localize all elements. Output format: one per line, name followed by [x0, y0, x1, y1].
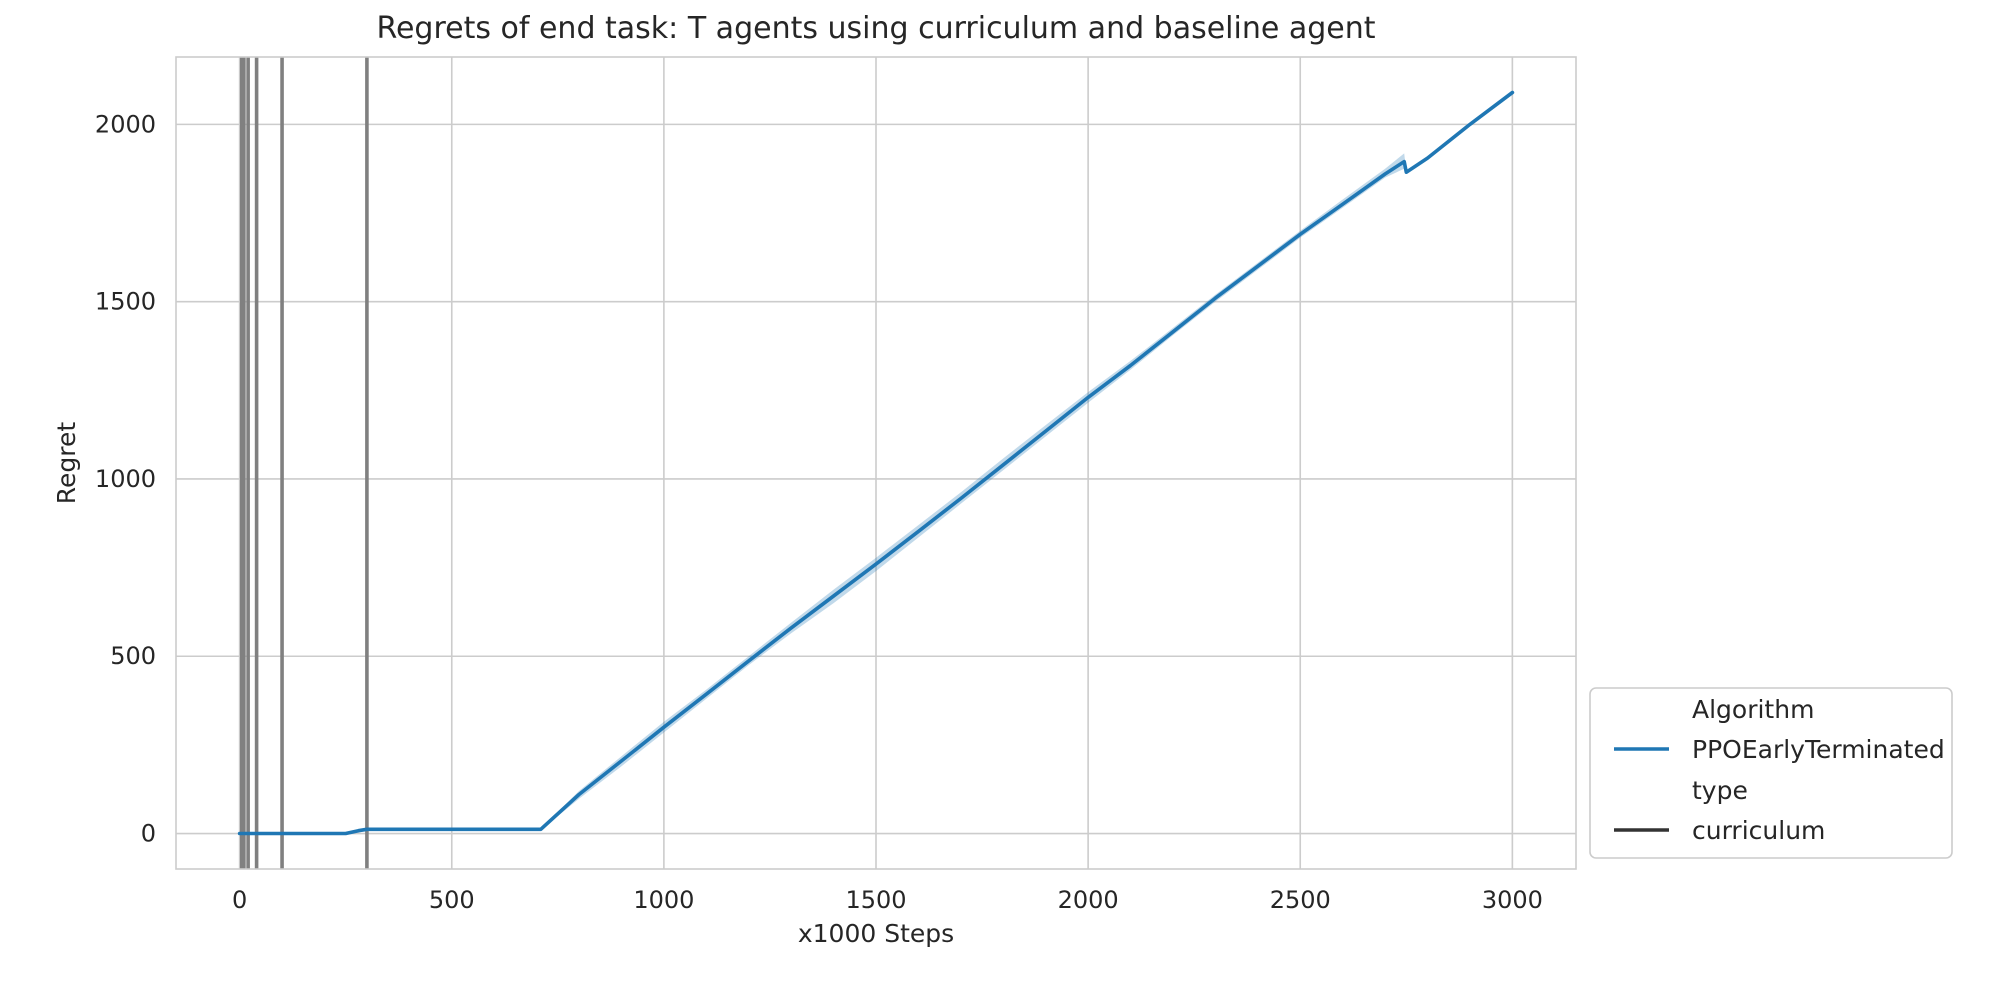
x-tick-label: 3000: [1482, 886, 1543, 914]
plot-frame: [175, 56, 1577, 870]
y-tick-label: 1000: [95, 465, 156, 493]
legend-entry: curriculum: [1692, 816, 1825, 845]
x-tick-labels: 0 500 1000 1500 2000 2500 3000: [232, 886, 1543, 914]
curriculum-vertical-lines: [239, 57, 369, 869]
y-tick-label: 500: [110, 642, 156, 670]
chart-title: Regrets of end task: T agents using curr…: [376, 11, 1375, 46]
x-tick-label: 0: [232, 886, 247, 914]
x-tick-label: 500: [429, 886, 475, 914]
series-line: [237, 90, 1515, 836]
x-axis-label: x1000 Steps: [798, 919, 954, 948]
legend-box: [1589, 687, 1953, 859]
y-tick-label: 2000: [95, 110, 156, 138]
legend: Algorithm PPOEarlyTerminated type curriculu…: [1589, 687, 1953, 859]
x-tick-label: 1500: [845, 886, 906, 914]
y-tick-labels: 0 500 1000 1500 2000: [95, 110, 156, 847]
legend-header: Algorithm: [1692, 695, 1814, 724]
x-tick-label: 2000: [1058, 886, 1119, 914]
legend-header: type: [1692, 776, 1748, 805]
y-tick-label: 0: [141, 820, 156, 848]
grid-lines: [176, 57, 1576, 869]
legend-entry: PPOEarlyTerminated: [1692, 735, 1945, 764]
x-tick-label: 1000: [633, 886, 694, 914]
y-tick-label: 1500: [95, 288, 156, 316]
y-axis-label: Regret: [52, 422, 81, 505]
x-tick-label: 2500: [1270, 886, 1331, 914]
series-layer: [237, 90, 1515, 836]
